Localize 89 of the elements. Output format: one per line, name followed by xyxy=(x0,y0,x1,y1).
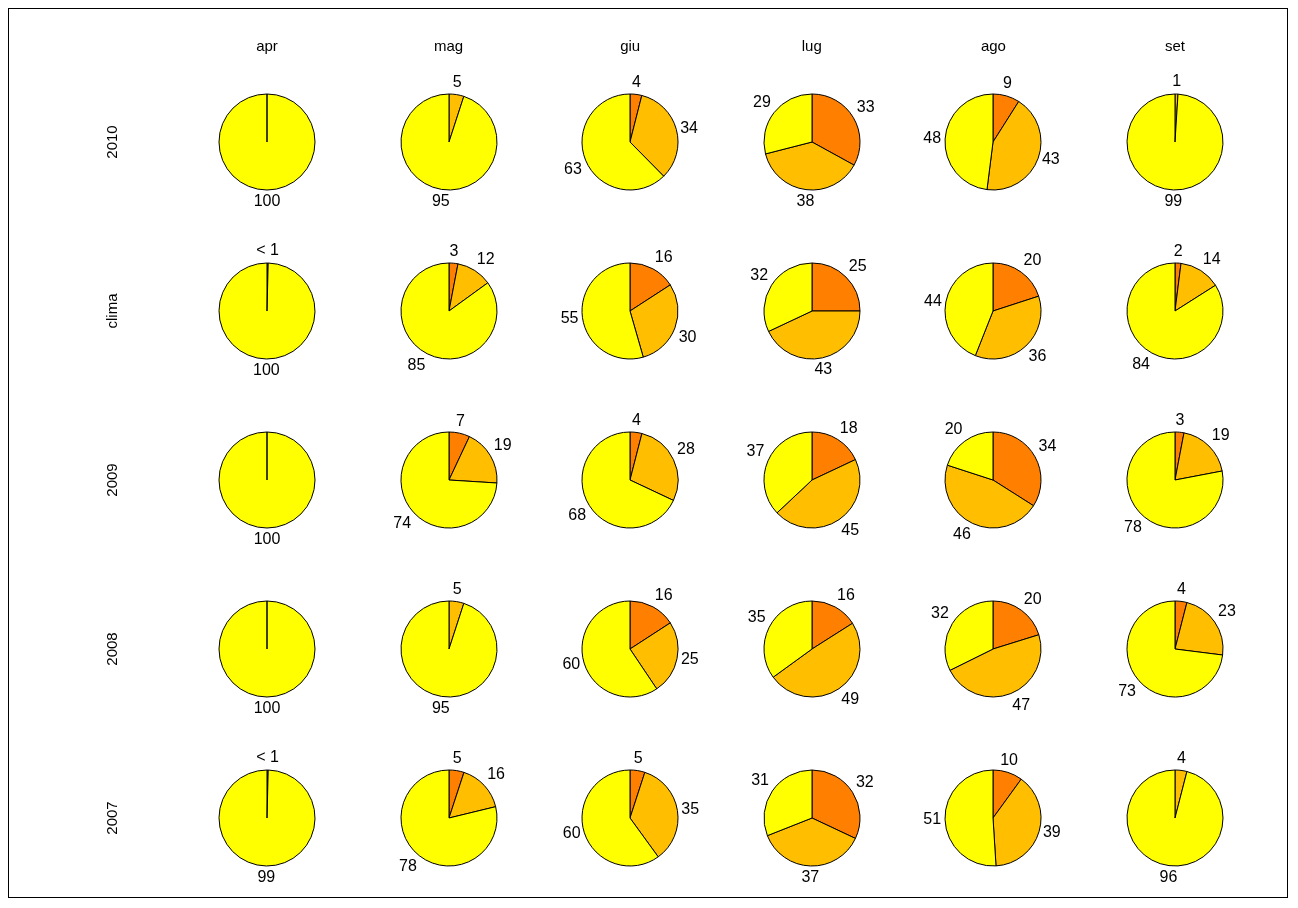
data-label: 5 xyxy=(452,73,462,91)
data-label: 100 xyxy=(253,192,281,210)
data-label: 31 xyxy=(750,771,769,789)
chart-title: giu xyxy=(619,37,642,54)
chart-title: set xyxy=(1164,37,1186,54)
data-label: 25 xyxy=(848,256,867,274)
data-label: < 1 xyxy=(256,748,280,766)
data-label: 18 xyxy=(839,418,858,436)
data-label: 39 xyxy=(1043,822,1062,840)
data-label: 84 xyxy=(1132,354,1151,372)
data-label: 4 xyxy=(632,72,642,90)
data-label: 28 xyxy=(677,440,696,458)
data-label: 35 xyxy=(681,800,700,818)
data-label: 95 xyxy=(431,191,450,209)
data-label: 19 xyxy=(1211,425,1230,443)
data-label: 3 xyxy=(1175,410,1185,428)
data-label: 45 xyxy=(841,521,859,539)
data-label: 100 xyxy=(253,699,281,717)
data-label: 5 xyxy=(452,580,462,598)
data-label: 46 xyxy=(953,525,972,543)
data-label: 16 xyxy=(836,585,855,603)
chart-title: lug xyxy=(800,37,823,54)
data-label: 60 xyxy=(562,824,581,842)
data-label: 99 xyxy=(257,868,276,886)
data-label: 20 xyxy=(1024,589,1043,607)
data-label: 10 xyxy=(1000,750,1019,768)
data-label: 68 xyxy=(568,506,587,524)
data-label: 78 xyxy=(398,857,417,875)
data-label: 99 xyxy=(1164,192,1183,210)
data-label: 1 xyxy=(1172,72,1182,90)
chart-title: ago xyxy=(979,37,1007,54)
data-label: 36 xyxy=(1028,347,1047,365)
data-label: 5 xyxy=(633,749,643,767)
data-label: 38 xyxy=(796,192,815,209)
data-label: 5 xyxy=(452,749,462,767)
data-label: < 1 xyxy=(256,241,280,259)
data-label: 25 xyxy=(681,649,700,667)
data-label: 14 xyxy=(1202,249,1221,267)
data-label: 9 xyxy=(1003,74,1013,92)
data-label: 55 xyxy=(560,308,579,326)
data-label: 74 xyxy=(392,514,411,531)
text: 2010 xyxy=(102,124,121,161)
data-label: 12 xyxy=(476,249,495,267)
data-label: 73 xyxy=(1118,681,1137,699)
data-label: 3 xyxy=(449,241,459,259)
data-label: 44 xyxy=(924,291,943,309)
data-label: 85 xyxy=(407,355,426,373)
data-label: 96 xyxy=(1159,868,1178,885)
data-label: 29 xyxy=(752,92,771,110)
data-label: 60 xyxy=(562,654,581,672)
data-label: 23 xyxy=(1218,602,1236,620)
data-label: 35 xyxy=(747,607,766,625)
data-label: 63 xyxy=(564,160,583,178)
text: clima xyxy=(102,292,121,331)
data-label: 4 xyxy=(1177,579,1187,597)
data-label: 4 xyxy=(1177,748,1187,766)
data-label: 19 xyxy=(493,435,512,453)
data-label: 2 xyxy=(1173,241,1183,259)
data-label: 49 xyxy=(841,690,859,708)
data-label: 30 xyxy=(678,327,697,345)
chart-title: mag xyxy=(433,37,465,54)
data-label: 7 xyxy=(455,411,465,429)
data-label: 4 xyxy=(632,410,642,428)
data-label: 37 xyxy=(746,441,765,459)
data-label: 51 xyxy=(923,810,942,828)
chart-title: apr xyxy=(255,37,279,54)
data-label: 32 xyxy=(931,603,950,621)
data-label: 100 xyxy=(253,361,280,379)
data-label: 20 xyxy=(1023,251,1042,269)
data-label: 43 xyxy=(1042,150,1061,168)
data-label: 20 xyxy=(945,420,963,438)
data-label: 78 xyxy=(1124,518,1142,536)
data-label: 43 xyxy=(814,360,833,378)
text: 2009 xyxy=(102,462,121,499)
data-label: 32 xyxy=(855,772,874,790)
data-label: 47 xyxy=(1012,695,1031,713)
data-label: 100 xyxy=(253,530,281,548)
data-label: 16 xyxy=(655,585,673,603)
text: 2008 xyxy=(102,631,121,668)
data-label: 48 xyxy=(923,129,942,147)
data-label: 32 xyxy=(750,265,768,283)
data-label: 37 xyxy=(801,868,820,886)
data-label: 16 xyxy=(655,247,673,265)
data-label: 16 xyxy=(486,765,505,783)
data-label: 95 xyxy=(431,698,450,716)
text: 2007 xyxy=(102,800,121,837)
data-label: 34 xyxy=(680,118,699,136)
data-label: 33 xyxy=(856,97,875,115)
data-label: 34 xyxy=(1038,437,1057,455)
